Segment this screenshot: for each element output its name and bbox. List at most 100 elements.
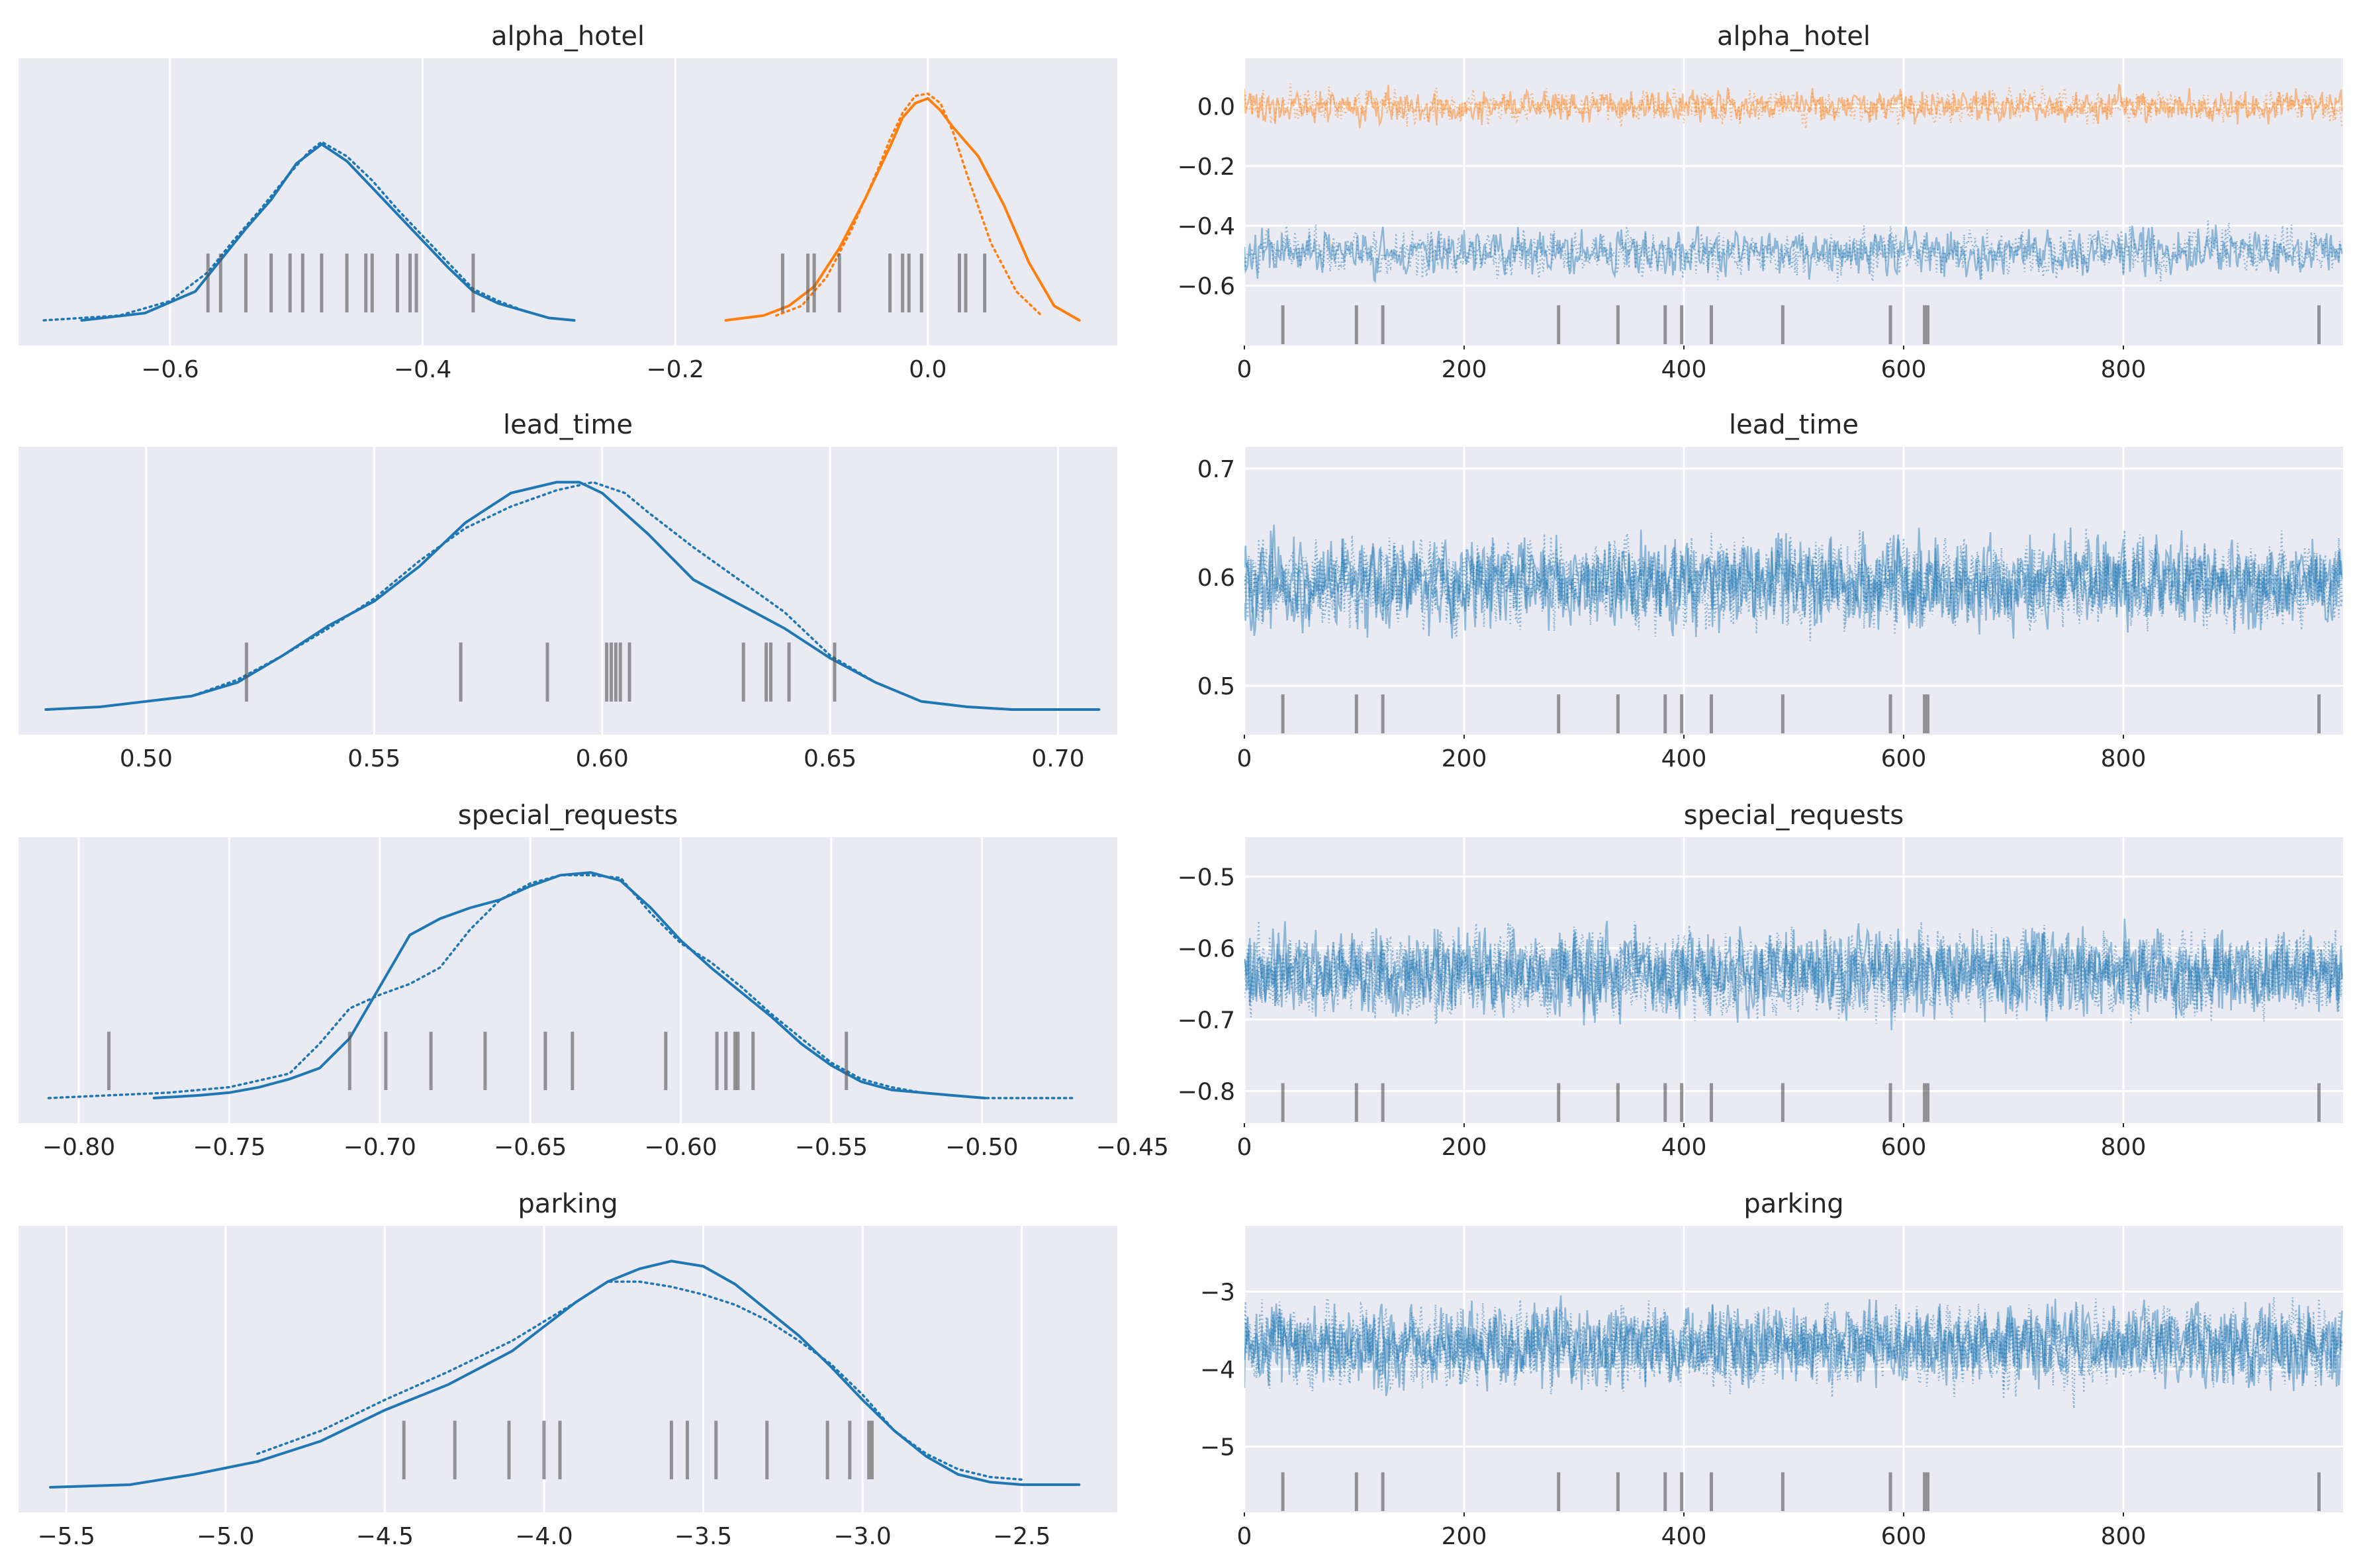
kde-line-chain-2	[47, 874, 1074, 1099]
y-tick-label: −3	[1200, 1279, 1235, 1306]
plot-area	[19, 837, 1117, 1123]
x-tick-label: 600	[1881, 356, 1927, 383]
plot-area	[19, 58, 1117, 346]
x-tick-label: 0	[1237, 1134, 1252, 1161]
trace-line-chain-1	[1244, 919, 2343, 1031]
kde-line-chain-1	[44, 481, 1101, 711]
x-tick-label: 400	[1661, 745, 1707, 772]
x-tick-label: 0.55	[348, 745, 400, 772]
kde-line-chain-2	[42, 140, 551, 322]
panel-title: lead_time	[503, 410, 633, 440]
trace-panel-parking: parking 0 200 400 600 800 −3 −4 −5	[1200, 1189, 2343, 1550]
x-tick-label: 0.0	[909, 356, 947, 383]
x-tick-label: −4.0	[515, 1523, 573, 1550]
y-tick-label: −5	[1200, 1434, 1235, 1461]
x-tick-label: 0	[1237, 356, 1252, 383]
x-tick-label: −5.0	[197, 1523, 254, 1550]
kde-line-chain-2	[256, 1280, 1023, 1481]
x-tick-label: 0.60	[576, 745, 629, 772]
posterior-panel-special-requests: special_requests −0.80 −0.75 −0.70 −0.65 −0.6…	[19, 800, 1169, 1161]
x-tick-label: −0.80	[42, 1134, 115, 1161]
x-tick-label: −0.4	[394, 356, 451, 383]
trace-line-chain-1	[1244, 1299, 2343, 1391]
x-tick-label: −5.5	[37, 1523, 95, 1550]
trace-line-chain-2	[1244, 1298, 2343, 1409]
x-tick-label: 0.70	[1031, 745, 1084, 772]
trace-line-chain-2	[1244, 83, 2343, 129]
x-tick-label: 800	[2101, 356, 2147, 383]
x-tick-label: −2.5	[993, 1523, 1050, 1550]
x-tick-label: 800	[2101, 1134, 2147, 1161]
y-tick-label: −0.8	[1178, 1078, 1235, 1105]
panel-title: special_requests	[1684, 800, 1904, 831]
kde-line-chain-2	[44, 481, 1101, 711]
y-tick-label: −0.2	[1178, 154, 1235, 181]
kde-line-chain-1	[49, 1260, 1081, 1489]
panel-title: alpha_hotel	[1717, 21, 1871, 52]
x-tick-label: 0.50	[120, 745, 173, 772]
x-tick-label: 600	[1881, 745, 1927, 772]
x-tick-label: 800	[2101, 745, 2147, 772]
x-tick-label: 200	[1442, 356, 1487, 383]
trace-line-chain-1	[1244, 923, 2343, 1026]
x-tick-label: −0.65	[494, 1134, 567, 1161]
trace-line-chain-2	[1244, 1296, 2343, 1399]
x-tick-label: −0.55	[795, 1134, 868, 1161]
plot-area	[19, 447, 1117, 735]
x-tick-label: 200	[1442, 745, 1487, 772]
x-tick-label: 0	[1237, 1523, 1252, 1550]
trace-line-chain-1	[1244, 530, 2342, 638]
panel-title: alpha_hotel	[491, 21, 645, 52]
posterior-panel-lead-time: lead_time 0.50 0.55 0.60 0.65 0.70	[19, 410, 1117, 772]
kde-line-chain-1	[724, 97, 1081, 322]
posterior-panel-alpha-hotel: alpha_hotel −0.6 −0.4 −0.2 0.0	[19, 21, 1117, 383]
y-tick-label: 0.5	[1197, 673, 1235, 700]
y-tick-label: −0.6	[1178, 273, 1235, 300]
trace-line-chain-1	[1244, 83, 2343, 128]
plot-area	[1244, 58, 2343, 346]
y-tick-label: 0.0	[1197, 93, 1235, 120]
x-tick-label: −0.60	[644, 1134, 717, 1161]
trace-line-chain-1	[1244, 1295, 2343, 1397]
x-tick-label: −3.5	[674, 1523, 732, 1550]
panel-title: parking	[518, 1189, 618, 1219]
x-tick-label: 400	[1661, 356, 1707, 383]
x-tick-label: −0.45	[1096, 1134, 1169, 1161]
plot-area	[19, 1226, 1117, 1512]
y-tick-label: −0.5	[1178, 864, 1235, 891]
x-tick-label: 600	[1881, 1523, 1927, 1550]
y-tick-label: −4	[1200, 1357, 1235, 1384]
trace-panel-alpha-hotel: alpha_hotel 0 200 400 600 800 0.0 −0.2 −0.4 −0.6	[1178, 21, 2343, 383]
panel-title: lead_time	[1729, 410, 1859, 440]
posterior-panel-parking: parking −5.5 −5.0 −4.5 −4.0 −3.5 −3.0 −2.5	[19, 1189, 1117, 1550]
x-tick-label: −4.5	[356, 1523, 414, 1550]
x-tick-label: 400	[1661, 1134, 1707, 1161]
x-tick-label: 200	[1442, 1523, 1487, 1550]
y-tick-label: −0.7	[1178, 1007, 1235, 1034]
x-tick-label: 800	[2101, 1523, 2147, 1550]
x-tick-label: 600	[1881, 1134, 1927, 1161]
trace-panel-lead-time: lead_time 0 200 400 600 800 0.7 0.6 0.5	[1197, 410, 2343, 772]
y-tick-label: 0.6	[1197, 565, 1235, 592]
x-tick-label: −3.0	[833, 1523, 891, 1550]
x-tick-label: −0.70	[344, 1134, 416, 1161]
x-tick-label: −0.50	[945, 1134, 1018, 1161]
y-tick-label: −0.6	[1178, 935, 1235, 962]
y-tick-label: 0.7	[1197, 456, 1235, 483]
x-tick-label: −0.2	[646, 356, 704, 383]
plot-area	[1244, 837, 2343, 1123]
x-tick-label: −0.6	[141, 356, 199, 383]
x-tick-label: 400	[1661, 1523, 1707, 1550]
trace-line-chain-1	[1244, 224, 2343, 283]
x-tick-label: −0.75	[193, 1134, 265, 1161]
trace-line-chain-2	[1244, 530, 2343, 641]
panel-title: parking	[1743, 1189, 1843, 1219]
trace-panel-special-requests: special_requests 0 200 400 600 800 −0.5 −0.6 −0.…	[1178, 800, 2343, 1161]
x-tick-label: 200	[1442, 1134, 1487, 1161]
kde-line-chain-1	[80, 142, 576, 322]
x-tick-label: 0.65	[804, 745, 857, 772]
panel-title: special_requests	[458, 800, 678, 831]
trace-line-chain-1	[1244, 524, 2343, 639]
kde-line-chain-2	[775, 92, 1043, 317]
